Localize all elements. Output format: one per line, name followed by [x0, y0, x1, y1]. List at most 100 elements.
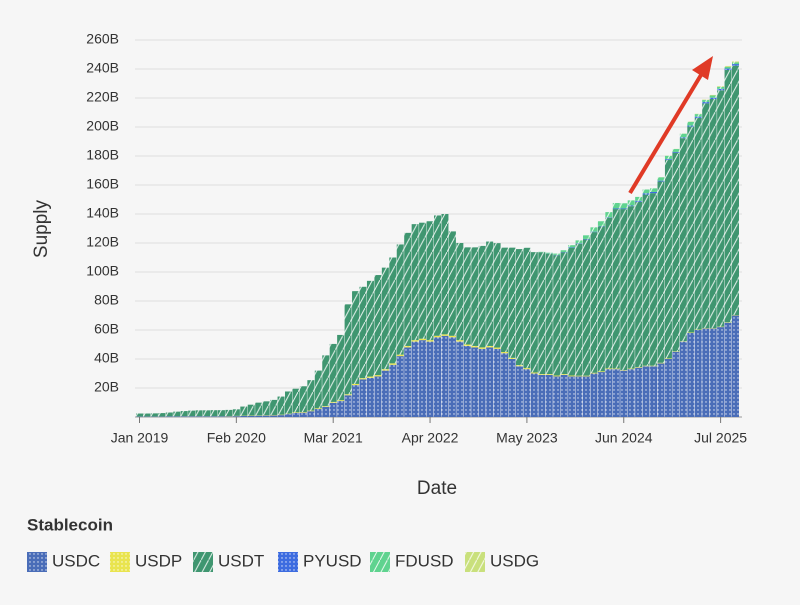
bar-segment — [568, 247, 576, 376]
bar-segment — [530, 373, 538, 417]
bar-segment — [538, 374, 546, 417]
bar-segment — [448, 335, 456, 338]
bar-segment — [694, 117, 702, 330]
bar-segment — [568, 376, 576, 417]
bar-segment — [657, 363, 665, 417]
bar-segment — [366, 376, 374, 378]
bar-segment — [434, 337, 441, 417]
bar-segment — [493, 347, 501, 349]
bar-segment — [299, 386, 307, 413]
bar-segment — [374, 275, 382, 376]
bar-segment — [285, 414, 292, 417]
bar-segment — [560, 374, 568, 375]
bar-segment — [396, 244, 404, 355]
bar-segment — [247, 404, 255, 416]
legend-title: Stablecoin — [27, 515, 113, 534]
bar-segment — [679, 133, 687, 138]
bar-segment — [732, 64, 739, 66]
bar-segment — [694, 330, 702, 417]
bar-segment — [277, 396, 285, 415]
bar-segment — [180, 416, 188, 417]
y-tick-label: 80B — [94, 292, 119, 308]
bar-segment — [724, 322, 732, 417]
bar-segment — [478, 347, 486, 349]
y-tick-label: 260B — [86, 31, 119, 47]
bar-segment — [635, 196, 643, 201]
bar-segment — [150, 413, 158, 417]
bar-segment — [292, 412, 300, 413]
bar-segment — [299, 412, 307, 417]
bar-segment — [717, 90, 725, 327]
bar-segment — [590, 232, 598, 373]
y-tick-label: 180B — [86, 147, 119, 163]
bar-segment — [732, 65, 739, 316]
bar-segment — [463, 247, 471, 345]
bar-segment — [642, 366, 650, 417]
bar-segment — [456, 341, 464, 417]
legend-label: USDG — [490, 551, 539, 570]
x-tick-label: Jan 2019 — [111, 430, 169, 446]
bar-segment — [635, 367, 643, 417]
bar-segment — [426, 221, 434, 341]
bar-segment — [463, 344, 471, 346]
bar-segment — [650, 193, 658, 366]
bar-segment — [285, 391, 292, 414]
bar-segment — [724, 66, 732, 69]
bar-segment — [709, 95, 717, 98]
legend-label: USDT — [218, 551, 264, 570]
bar-segment — [620, 209, 628, 371]
bar-segment — [329, 401, 337, 403]
bar-segment — [672, 149, 680, 152]
bar-segment — [575, 240, 583, 244]
bar-segment — [627, 206, 635, 369]
bar-segment — [299, 412, 307, 413]
bar-segment — [508, 357, 516, 359]
bar-segment — [165, 412, 173, 417]
bar-segment — [389, 363, 397, 365]
bar-segment — [344, 304, 352, 395]
bar-segment — [240, 415, 248, 417]
bar-segment — [627, 200, 635, 206]
bar-segment — [702, 328, 710, 417]
legend-label: USDC — [52, 551, 100, 570]
bar-segment — [352, 383, 360, 386]
bar-segment — [538, 374, 546, 375]
bar-segment — [664, 359, 672, 417]
bar-segment — [188, 410, 196, 417]
bar-segment — [195, 416, 203, 417]
legend-label: PYUSD — [303, 551, 362, 570]
bar-segment — [463, 345, 471, 417]
bar-segment — [396, 354, 404, 357]
bar-segment — [620, 203, 628, 209]
bar-segment — [627, 369, 635, 417]
bar-segment — [553, 255, 561, 376]
bar-segment — [493, 243, 501, 348]
bar-segment — [434, 215, 441, 336]
bar-segment — [173, 411, 181, 417]
bar-segment — [605, 212, 613, 218]
bar-segment — [456, 243, 464, 341]
bar-segment — [270, 399, 278, 415]
bar-segment — [337, 401, 345, 417]
bar-segment — [545, 252, 553, 254]
bar-segment — [709, 99, 717, 329]
bar-segment — [456, 340, 464, 342]
bar-segment — [419, 338, 427, 341]
bar-segment — [538, 252, 546, 375]
bar-segment — [709, 328, 717, 417]
bar-segment — [724, 68, 732, 71]
bar-segment — [672, 151, 680, 153]
bar-segment — [501, 353, 509, 417]
trend-arrow — [628, 56, 713, 195]
bar-segment — [568, 375, 576, 377]
bar-segment — [501, 247, 509, 353]
bar-segment — [583, 239, 590, 376]
bar-segment — [687, 125, 695, 127]
bar-segment — [337, 334, 345, 401]
bar-segment — [635, 367, 643, 368]
bar-segment — [679, 138, 687, 342]
x-tick-label: Jun 2024 — [595, 430, 653, 446]
bar-segment — [575, 376, 583, 417]
bar-segment — [396, 356, 404, 417]
bar-segment — [702, 100, 710, 103]
